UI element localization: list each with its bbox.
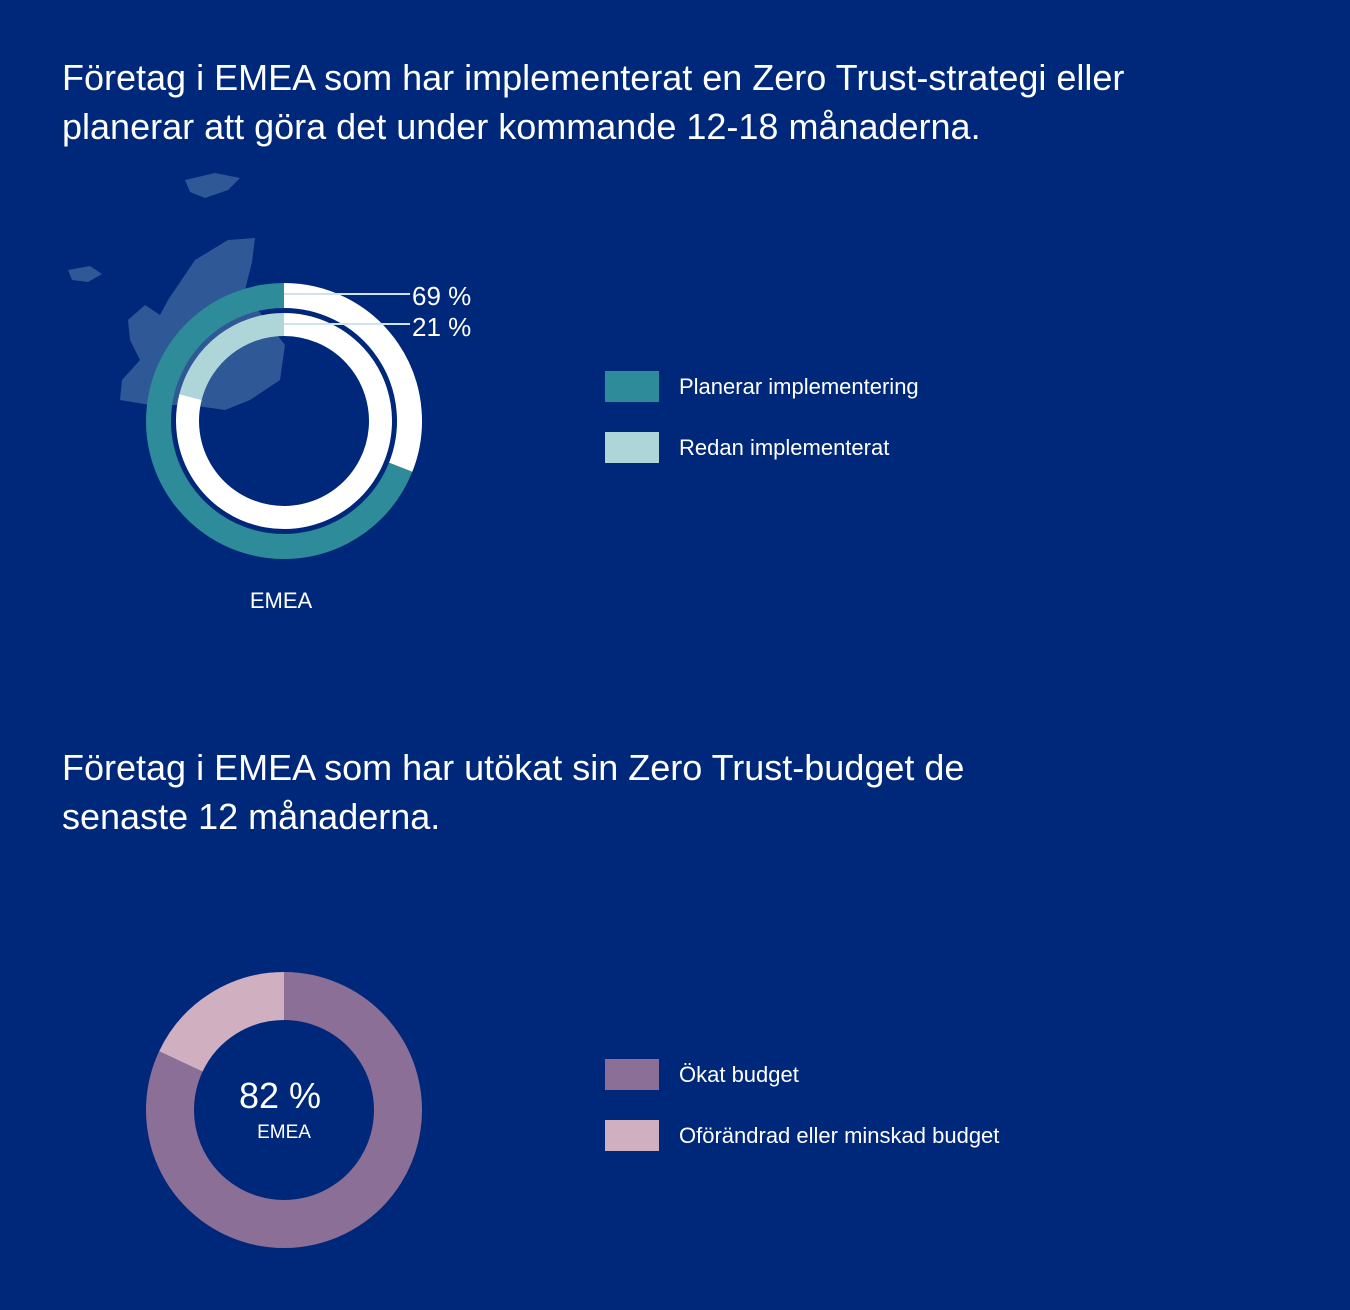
legend-swatch	[605, 1059, 659, 1090]
donut-chart-1	[146, 283, 422, 559]
legend-item: Redan implementerat	[605, 432, 919, 463]
region-label-2: EMEA	[257, 1122, 311, 1143]
donut-segment-remainder	[283, 283, 422, 472]
legend-swatch	[605, 1120, 659, 1151]
legend-label: Oförändrad eller minskad budget	[679, 1122, 1000, 1148]
data-label-planerar: 69 %	[412, 281, 471, 311]
legend-1: Planerar implementering Redan implemente…	[605, 371, 919, 493]
donut-segment-redan	[179, 313, 285, 401]
legend-label: Planerar implementering	[679, 373, 919, 399]
leader-lines	[284, 293, 410, 325]
legend-swatch	[605, 432, 659, 463]
region-label-1: EMEA	[250, 588, 313, 613]
chart2-title: Företag i EMEA som har utökat sin Zero T…	[62, 747, 965, 837]
donut-segment-okat	[146, 972, 422, 1248]
legend-item: Planerar implementering	[605, 371, 919, 402]
donut-segment-remainder	[176, 313, 392, 529]
legend-2: Ökat budget Oförändrad eller minskad bud…	[605, 1059, 999, 1181]
legend-label: Ökat budget	[679, 1061, 799, 1087]
chart1-title: Företag i EMEA som har implementerat en …	[62, 57, 1125, 147]
donut-segment-planerar	[146, 283, 413, 559]
donut-chart-2	[146, 972, 422, 1248]
legend-swatch	[605, 371, 659, 402]
data-label-redan: 21 %	[412, 312, 471, 342]
donut-segment-oforandrad	[159, 972, 285, 1073]
center-value: 82 %	[239, 1075, 321, 1116]
legend-label: Redan implementerat	[679, 434, 890, 460]
legend-item: Ökat budget	[605, 1059, 999, 1090]
legend-item: Oförändrad eller minskad budget	[605, 1120, 999, 1151]
